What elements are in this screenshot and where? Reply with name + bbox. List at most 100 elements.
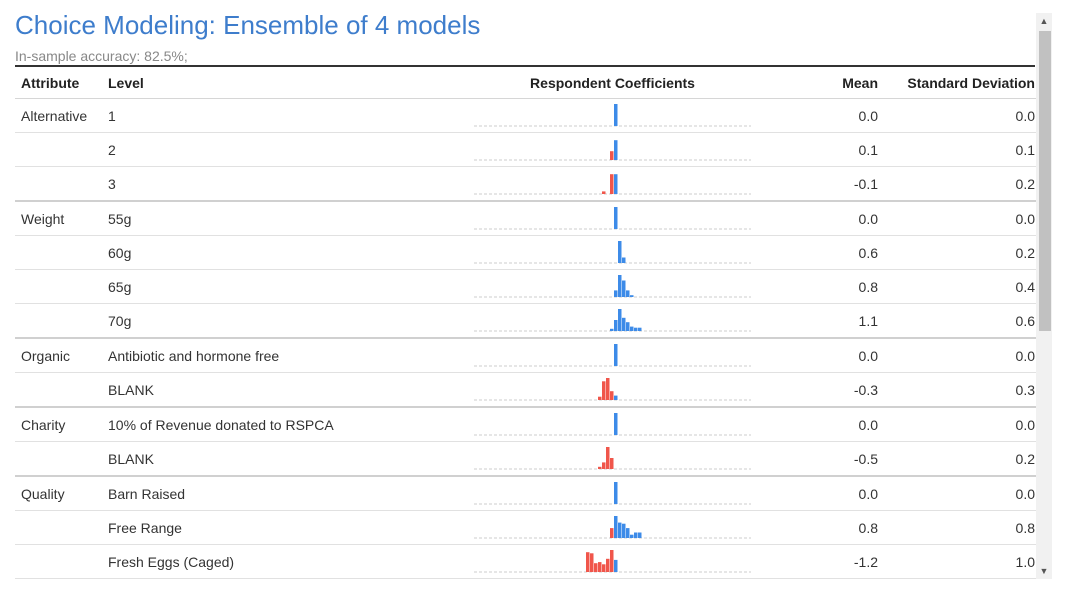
sd-cell: 0.0 bbox=[878, 406, 1036, 442]
positive-coefficient-bar bbox=[634, 327, 638, 331]
coefficient-histogram-cell bbox=[464, 510, 761, 545]
level-cell: Free Range bbox=[108, 510, 464, 545]
table-row: 70g 1.1 0.6 bbox=[15, 303, 1036, 339]
mean-cell: 0.0 bbox=[761, 200, 878, 236]
attribute-cell: Weight bbox=[15, 200, 108, 236]
table-row: Fresh Eggs (Caged) -1.2 1.0 bbox=[15, 544, 1036, 579]
positive-coefficient-bar bbox=[614, 104, 618, 126]
mean-cell: 0.8 bbox=[761, 510, 878, 545]
mean-cell: -1.2 bbox=[761, 544, 878, 579]
table-body: Alternative 1 0.0 0.0 2 0.1 0.1 3 -0.1 0.2 Weight 5… bbox=[15, 98, 1036, 579]
positive-coefficient-bar bbox=[622, 257, 626, 263]
scroll-up-arrow-icon[interactable]: ▲ bbox=[1039, 16, 1049, 26]
sd-cell: 0.1 bbox=[878, 132, 1036, 167]
mean-cell: -0.5 bbox=[761, 441, 878, 477]
mean-column-header: Mean bbox=[761, 67, 878, 99]
negative-coefficient-bar bbox=[606, 447, 610, 469]
table-row: 65g 0.8 0.4 bbox=[15, 269, 1036, 304]
coefficient-histogram-cell bbox=[464, 166, 761, 202]
attribute-column-header: Attribute bbox=[15, 67, 108, 99]
mean-cell: 0.6 bbox=[761, 235, 878, 270]
table-row: 60g 0.6 0.2 bbox=[15, 235, 1036, 270]
coefficient-histogram-cell bbox=[464, 475, 761, 511]
attribute-cell bbox=[15, 441, 108, 477]
level-cell: Antibiotic and hormone free bbox=[108, 337, 464, 373]
negative-coefficient-bar bbox=[602, 564, 606, 572]
coefficient-histogram-cell bbox=[464, 372, 761, 408]
coefficient-histogram bbox=[474, 482, 751, 505]
coefficient-histogram bbox=[474, 241, 751, 264]
sd-cell: 0.4 bbox=[878, 269, 1036, 304]
mean-cell: 0.8 bbox=[761, 269, 878, 304]
coefficient-histogram-cell bbox=[464, 544, 761, 579]
sd-cell: 1.0 bbox=[878, 544, 1036, 579]
mean-cell: 0.1 bbox=[761, 132, 878, 167]
mean-cell: 0.0 bbox=[761, 406, 878, 442]
scrollbar-thumb[interactable] bbox=[1039, 31, 1051, 331]
mean-cell: 0.0 bbox=[761, 337, 878, 373]
level-cell: 1 bbox=[108, 98, 464, 133]
negative-coefficient-bar bbox=[610, 151, 614, 160]
table-header-row: Attribute Level Respondent Coefficients … bbox=[15, 67, 1036, 99]
positive-coefficient-bar bbox=[614, 413, 618, 435]
negative-coefficient-bar bbox=[606, 378, 610, 400]
positive-coefficient-bar bbox=[614, 344, 618, 366]
attribute-cell bbox=[15, 166, 108, 202]
scroll-down-arrow-icon[interactable]: ▼ bbox=[1039, 566, 1049, 576]
coefficient-histogram-cell bbox=[464, 337, 761, 373]
negative-coefficient-bar bbox=[602, 381, 606, 400]
table-row: BLANK -0.3 0.3 bbox=[15, 372, 1036, 408]
coefficient-histogram bbox=[474, 344, 751, 367]
level-cell: 55g bbox=[108, 200, 464, 236]
coefficient-histogram bbox=[474, 174, 751, 195]
positive-coefficient-bar bbox=[614, 516, 618, 538]
negative-coefficient-bar bbox=[590, 553, 594, 572]
negative-coefficient-bar bbox=[610, 391, 614, 400]
header-rule bbox=[15, 65, 1035, 67]
coefficient-histogram bbox=[474, 275, 751, 298]
page-title: Choice Modeling: Ensemble of 4 models bbox=[15, 10, 481, 40]
level-column-header: Level bbox=[108, 67, 464, 99]
positive-coefficient-bar bbox=[630, 326, 634, 331]
attribute-cell bbox=[15, 303, 108, 339]
coefficient-histogram bbox=[474, 516, 751, 539]
negative-coefficient-bar bbox=[610, 458, 614, 469]
negative-coefficient-bar bbox=[610, 528, 614, 538]
negative-coefficient-bar bbox=[594, 563, 598, 572]
positive-coefficient-bar bbox=[638, 532, 642, 538]
coefficients-column-header: Respondent Coefficients bbox=[464, 67, 761, 99]
coefficient-histogram-cell bbox=[464, 98, 761, 133]
positive-coefficient-bar bbox=[622, 280, 626, 297]
mean-cell: 0.0 bbox=[761, 475, 878, 511]
negative-coefficient-bar bbox=[610, 550, 614, 572]
positive-coefficient-bar bbox=[614, 395, 618, 400]
sd-cell: 0.2 bbox=[878, 441, 1036, 477]
table-row: Free Range 0.8 0.8 bbox=[15, 510, 1036, 545]
table-row: Quality Barn Raised 0.0 0.0 bbox=[15, 475, 1036, 511]
sd-cell: 0.0 bbox=[878, 200, 1036, 236]
positive-coefficient-bar bbox=[622, 317, 626, 331]
sd-cell: 0.3 bbox=[878, 372, 1036, 408]
sd-cell: 0.2 bbox=[878, 166, 1036, 202]
positive-coefficient-bar bbox=[614, 559, 618, 572]
sd-cell: 0.0 bbox=[878, 475, 1036, 511]
sd-cell: 0.6 bbox=[878, 303, 1036, 339]
coefficient-histogram-cell bbox=[464, 441, 761, 477]
positive-coefficient-bar bbox=[638, 327, 642, 331]
table-row: Organic Antibiotic and hormone free 0.0 0.0 bbox=[15, 337, 1036, 373]
negative-coefficient-bar bbox=[602, 462, 606, 469]
attribute-cell bbox=[15, 544, 108, 579]
positive-coefficient-bar bbox=[614, 140, 618, 160]
table-row: Alternative 1 0.0 0.0 bbox=[15, 98, 1036, 133]
positive-coefficient-bar bbox=[634, 532, 638, 538]
coefficient-histogram bbox=[474, 550, 751, 573]
positive-coefficient-bar bbox=[618, 309, 622, 331]
positive-coefficient-bar bbox=[622, 523, 626, 538]
coefficient-histogram bbox=[474, 309, 751, 332]
coefficient-histogram bbox=[474, 207, 751, 230]
attribute-cell bbox=[15, 269, 108, 304]
vertical-scrollbar[interactable]: ▲ ▼ bbox=[1036, 13, 1052, 579]
coefficient-histogram bbox=[474, 413, 751, 436]
level-cell: Fresh Eggs (Caged) bbox=[108, 544, 464, 579]
sd-cell: 0.0 bbox=[878, 98, 1036, 133]
